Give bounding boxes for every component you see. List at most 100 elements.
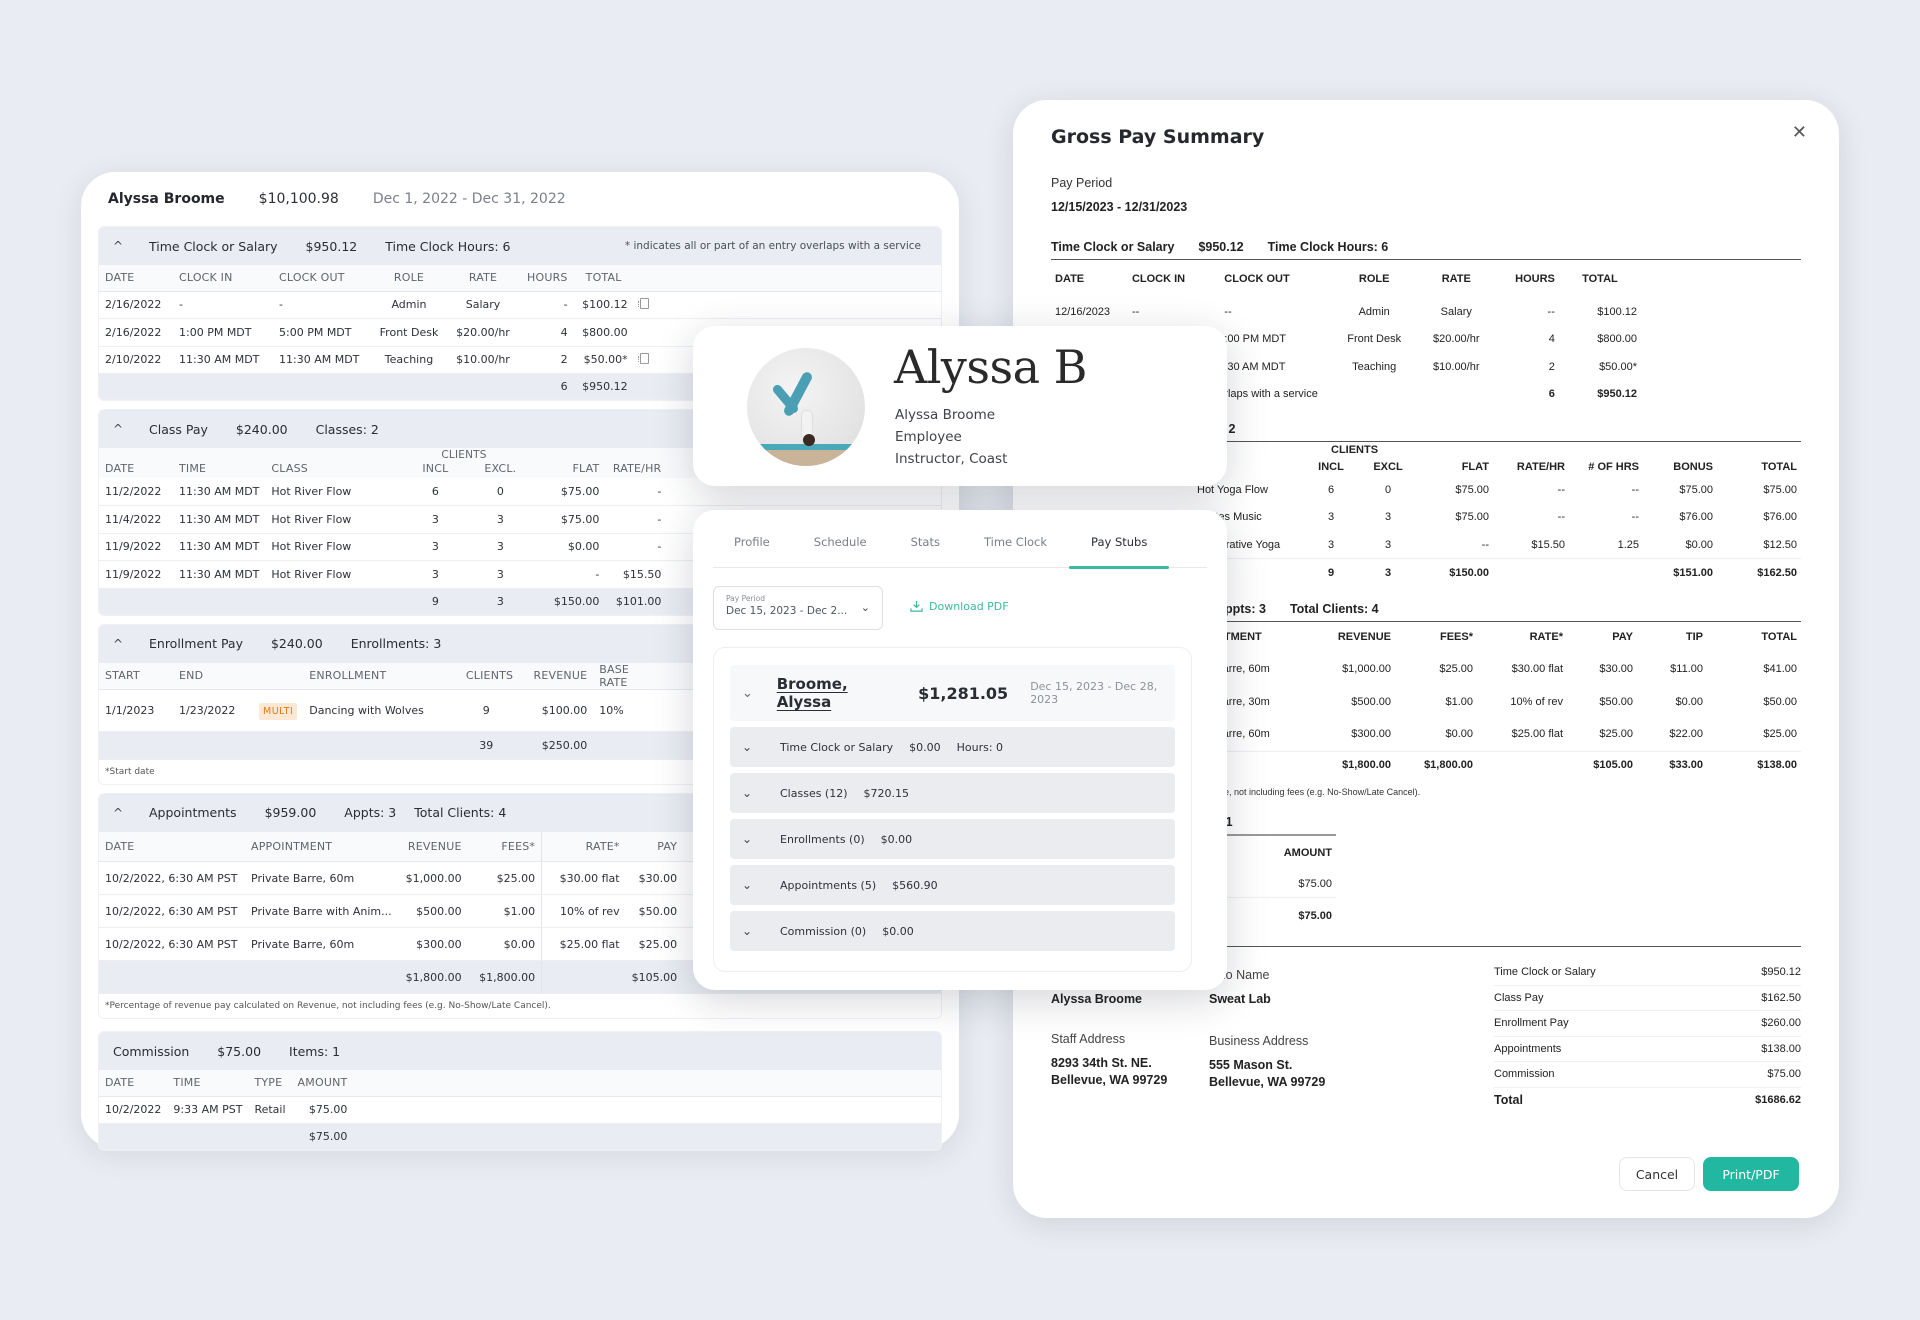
profile-details: Alyssa Broome Employee Instructor, Coast bbox=[895, 404, 1007, 470]
section-header: sses: 2 bbox=[1193, 422, 1801, 442]
gps-classes-section: sses: 2 LASS CLIENTS INCL EXCL FLAT RATE… bbox=[1193, 422, 1801, 586]
employee-name: Alyssa Broome bbox=[108, 191, 225, 207]
download-icon bbox=[910, 600, 923, 612]
col-header: CLOCK IN bbox=[173, 265, 273, 292]
section-clients: Total Clients: 4 bbox=[414, 805, 507, 820]
business-address: 555 Mason St. Bellevue, WA 99729 bbox=[1209, 1058, 1326, 1089]
avatar bbox=[747, 348, 865, 466]
appointment-link[interactable]: Private Barre with Anim... bbox=[245, 894, 398, 928]
table-row: 11/2/2022 11:30 AM MDT Hot River Flow 6 … bbox=[99, 478, 941, 506]
section-header: x Appts: 3 Total Clients: 4 bbox=[1193, 602, 1801, 622]
table-row: ate Barre, 60m $1,000.00 $25.00 $30.00 f… bbox=[1197, 662, 1797, 675]
table-row: Restorative Yoga 3 3 -- $15.50 1.25 $0.0… bbox=[1197, 538, 1797, 551]
table-row: ate Barre, 60m $300.00 $0.00 $25.00 flat… bbox=[1197, 728, 1797, 741]
section-amount: $75.00 bbox=[217, 1043, 262, 1059]
studio-name: Sweat Lab bbox=[1209, 992, 1271, 1006]
gps-time-clock-section: Time Clock or Salary $950.12 Time Clock … bbox=[1051, 240, 1801, 408]
chevron-up-icon[interactable]: ^ bbox=[113, 636, 124, 651]
pay-stub-header: ⌄​ Broome, Alyssa $1,281.05 Dec 15, 2023… bbox=[730, 665, 1175, 721]
stub-range: Dec 15, 2023 - Dec 28, 2023 bbox=[1030, 680, 1158, 706]
class-link[interactable]: Hot River Flow bbox=[265, 533, 406, 561]
section-amount: $959.00 bbox=[264, 805, 317, 820]
pay-summary-totals: Time Clock or Salary $950.12 Class Pay $16… bbox=[1494, 960, 1801, 1113]
notes-icon[interactable] bbox=[637, 352, 649, 364]
print-pdf-button[interactable]: Print/PDF bbox=[1703, 1157, 1799, 1191]
section-count: Enrollments: 3 bbox=[350, 636, 442, 651]
notes-icon[interactable] bbox=[637, 297, 649, 309]
cancel-button[interactable]: Cancel bbox=[1619, 1157, 1695, 1191]
summary-row: Time Clock or Salary $950.12 bbox=[1494, 960, 1801, 986]
chevron-down-icon: ⌄ bbox=[860, 601, 870, 614]
gps-time-clock-table: DATE CLOCK IN CLOCK OUT ROLE RATE HOURS … bbox=[1051, 260, 1641, 408]
overlap-note: * indicates all or part of an entry over… bbox=[624, 240, 921, 252]
chevron-down-icon: ⌄ bbox=[742, 740, 753, 754]
clients-group-header: CLIENTS bbox=[441, 449, 487, 461]
table-row: 10/2/2022 9:33 AM PST Retail $75.00 bbox=[99, 1096, 941, 1124]
chevron-up-icon[interactable]: ^ bbox=[113, 805, 124, 820]
pay-period-select[interactable]: Pay Period Dec 15, 2023 - Dec 2... ⌄ bbox=[713, 586, 883, 630]
summary-total-row: Total $1686.62 bbox=[1494, 1093, 1801, 1108]
pay-period-value: Dec 15, 2023 - Dec 2... bbox=[726, 605, 848, 617]
business-address-label: Business Address bbox=[1209, 1034, 1309, 1048]
section-title: Appointments bbox=[149, 805, 237, 820]
report-total: $10,100.98 bbox=[258, 191, 339, 207]
profile-tabs: Profile Schedule Stats Time Clock Pay St… bbox=[713, 528, 1207, 569]
totals-row: rlaps with a service 6 $950.12 bbox=[1224, 388, 1637, 401]
pay-period-label: Pay Period bbox=[726, 594, 765, 603]
tab-pay-stubs[interactable]: Pay Stubs bbox=[1069, 528, 1170, 569]
profile-display-name: Alyssa B bbox=[894, 340, 1087, 394]
appointment-link[interactable]: Private Barre, 60m bbox=[245, 861, 398, 895]
gps-classes-table: LASS CLIENTS INCL EXCL FLAT RATE/HR # OF… bbox=[1193, 442, 1801, 586]
chevron-up-icon[interactable]: ^ bbox=[113, 422, 124, 436]
table-row: Hot Yoga Flow 6 0 $75.00 -- -- $75.00 $7… bbox=[1197, 483, 1797, 496]
table-row: 2/16/2022 - - Admin Salary - $100.12 bbox=[99, 291, 941, 319]
pay-period-label: Pay Period bbox=[1051, 176, 1113, 190]
appointments-footnote: *Percentage of revenue pay calculated on… bbox=[105, 1001, 551, 1011]
tab-stats[interactable]: Stats bbox=[910, 535, 940, 549]
chevron-up-icon[interactable]: ^ bbox=[113, 239, 124, 253]
class-link[interactable]: Hot River Flow bbox=[265, 560, 406, 589]
table-row: :30 AM MDT Teaching $10.00/hr 2 $50.00* bbox=[1224, 360, 1637, 373]
download-pdf-button[interactable]: Download PDF bbox=[910, 600, 1009, 613]
profile-type: Employee bbox=[895, 429, 962, 445]
totals-row: $1,800.00 $1,800.00 $105.00 $33.00 $138.… bbox=[1193, 750, 1801, 779]
tab-time-clock[interactable]: Time Clock bbox=[983, 535, 1048, 549]
staff-address-label: Staff Address bbox=[1051, 1032, 1126, 1046]
summary-row: Class Pay $162.50 bbox=[1494, 986, 1801, 1011]
chevron-down-icon: ⌄ bbox=[742, 786, 753, 800]
tab-schedule[interactable]: Schedule bbox=[813, 535, 867, 549]
commission-section: Commission $75.00 Items: 1 DATE TIME TYP… bbox=[98, 1031, 942, 1151]
stub-section-classes[interactable]: ⌄ Classes (12) $720.15 bbox=[730, 773, 1175, 813]
section-count: Appts: 3 bbox=[344, 805, 397, 820]
report-period: Dec 1, 2022 - Dec 31, 2022 bbox=[372, 191, 566, 207]
stub-section-enrollments[interactable]: ⌄ Enrollments (0) $0.00 bbox=[730, 819, 1175, 859]
col-header: ROLE bbox=[373, 265, 445, 292]
section-header: Time Clock or Salary $950.12 Time Clock … bbox=[1051, 240, 1801, 260]
col-header: CLOCK OUT bbox=[273, 265, 373, 292]
summary-row: Commission $75.00 bbox=[1494, 1062, 1801, 1088]
commission-section-header[interactable]: Commission $75.00 Items: 1 bbox=[99, 1032, 941, 1070]
gps-appointments-section: x Appts: 3 Total Clients: 4 POINTMENT RE… bbox=[1193, 602, 1801, 797]
double-chevron-down-icon[interactable]: ⌄​ bbox=[742, 685, 753, 701]
profile-card: Alyssa B Alyssa Broome Employee Instruct… bbox=[693, 326, 1227, 486]
stub-section-time-clock[interactable]: ⌄ Time Clock or Salary $0.00 Hours: 0 bbox=[730, 727, 1175, 767]
time-clock-section-header[interactable]: ^ Time Clock or Salary $950.12 Time Cloc… bbox=[99, 227, 941, 265]
class-link[interactable]: Hot River Flow bbox=[265, 505, 406, 534]
tab-profile[interactable]: Profile bbox=[734, 535, 770, 549]
pay-period-value: 12/15/2023 - 12/31/2023 bbox=[1051, 200, 1188, 214]
appointment-link[interactable]: Private Barre, 60m bbox=[245, 927, 398, 961]
table-row: 2/16/2022 1:00 PM MDT 5:00 PM MDT Front … bbox=[99, 318, 941, 347]
report-header: Alyssa Broome $10,100.98 Dec 1, 2022 - D… bbox=[98, 172, 942, 226]
profile-roles: Instructor, Coast bbox=[895, 451, 1008, 467]
close-icon[interactable]: ✕ bbox=[1791, 122, 1807, 142]
section-amount: $240.00 bbox=[235, 421, 288, 437]
stub-employee-link[interactable]: Broome, Alyssa bbox=[776, 675, 848, 711]
class-link[interactable]: Hot River Flow bbox=[265, 478, 406, 506]
section-amount: $950.12 bbox=[305, 238, 358, 254]
stub-total: $1,281.05 bbox=[918, 683, 1009, 703]
stub-section-appointments[interactable]: ⌄ Appointments (5) $560.90 bbox=[730, 865, 1175, 905]
enrollment-link[interactable]: Dancing with Wolves bbox=[303, 689, 454, 732]
summary-row: Enrollment Pay $260.00 bbox=[1494, 1011, 1801, 1037]
stub-section-commission[interactable]: ⌄ Commission (0) $0.00 bbox=[730, 911, 1175, 951]
gps-appointments-table: POINTMENT REVENUE FEES* RATE* PAY TIP TO… bbox=[1193, 622, 1801, 779]
